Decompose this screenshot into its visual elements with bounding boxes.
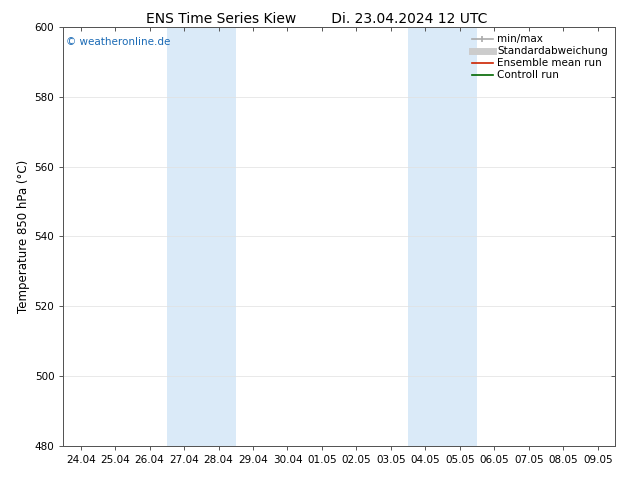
Text: ENS Time Series Kiew        Di. 23.04.2024 12 UTC: ENS Time Series Kiew Di. 23.04.2024 12 U… [146,12,488,26]
Bar [167,27,236,446]
Text: © weatheronline.de: © weatheronline.de [66,37,171,48]
Bar [408,27,477,446]
Y-axis label: Temperature 850 hPa (°C): Temperature 850 hPa (°C) [18,160,30,313]
Legend: min/max, Standardabweichung, Ensemble mean run, Controll run: min/max, Standardabweichung, Ensemble me… [470,32,610,83]
